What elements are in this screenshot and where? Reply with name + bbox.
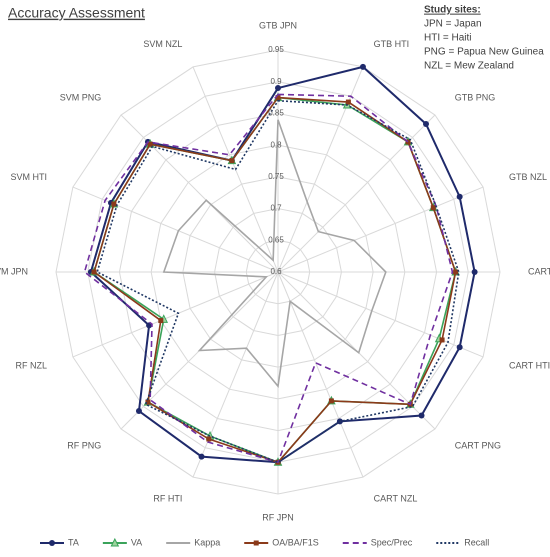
annotation: PNG = Papua New Guinea [424, 47, 544, 58]
category-label: GTB NZL [509, 172, 547, 182]
legend-label: Kappa [194, 537, 220, 547]
annotation: JPN = Japan [424, 19, 482, 30]
category-label: CART JPN [528, 266, 550, 276]
tick-label: 0.8 [270, 140, 282, 149]
legend-marker [110, 537, 120, 547]
tick-label: 0.6 [270, 267, 282, 276]
category-label: SVM HTI [11, 172, 48, 182]
annotation-heading: Study sites: [424, 5, 481, 16]
marker [471, 269, 478, 275]
category-label: RF JPN [262, 512, 294, 522]
spoke [192, 271, 279, 478]
marker [423, 120, 430, 127]
marker [111, 201, 117, 207]
category-label: CART NZL [374, 494, 418, 504]
marker [456, 344, 463, 351]
category-label: GTB HTI [374, 39, 410, 49]
category-label: SVM JPN [0, 266, 28, 276]
category-label: RF HTI [153, 494, 182, 504]
spoke [277, 186, 484, 273]
legend-marker [253, 540, 259, 546]
tick-label: 0.9 [270, 77, 282, 86]
series-line [83, 93, 454, 464]
marker [418, 412, 425, 419]
spoke [72, 271, 279, 358]
marker [275, 85, 281, 92]
legend-label: Recall [464, 537, 489, 547]
marker [275, 95, 281, 101]
marker [135, 408, 142, 415]
marker [328, 398, 334, 404]
marker [453, 269, 459, 275]
spoke [277, 114, 436, 273]
marker [439, 337, 445, 343]
legend-label: TA [68, 537, 79, 547]
category-label: CART PNG [455, 440, 501, 450]
category-label: SVM NZL [143, 39, 182, 49]
marker [206, 436, 212, 442]
annotation: NZL = Mew Zealand [424, 61, 514, 72]
marker [158, 318, 164, 324]
chart-title: Accuracy Assessment [8, 5, 145, 21]
marker [147, 141, 153, 147]
marker [405, 139, 411, 145]
marker [430, 205, 436, 211]
tick-label: 0.85 [268, 109, 284, 118]
category-label: CART HTI [509, 361, 550, 371]
category-label: GTB JPN [259, 20, 297, 30]
category-label: GTB PNG [455, 92, 496, 102]
tick-label: 0.7 [270, 204, 282, 213]
tick-label: 0.65 [268, 235, 284, 244]
legend-marker [49, 540, 55, 546]
series-line [96, 99, 460, 464]
marker [91, 269, 97, 275]
tick-label: 0.75 [268, 172, 284, 181]
legend-label: OA/BA/F1S [272, 537, 319, 547]
category-label: RF NZL [16, 361, 48, 371]
marker [229, 158, 235, 164]
marker [145, 399, 151, 405]
series-line [162, 119, 387, 389]
tick-label: 0.95 [268, 45, 284, 54]
marker [345, 99, 351, 105]
legend-label: VA [131, 537, 142, 547]
marker [359, 63, 366, 70]
category-label: SVM PNG [60, 92, 102, 102]
marker [198, 453, 205, 460]
annotation: HTI = Haiti [424, 33, 472, 44]
legend-label: Spec/Prec [371, 537, 413, 547]
spoke [277, 271, 364, 478]
marker [456, 193, 463, 200]
spoke [72, 186, 279, 273]
spoke [277, 271, 484, 358]
category-label: RF PNG [67, 440, 101, 450]
